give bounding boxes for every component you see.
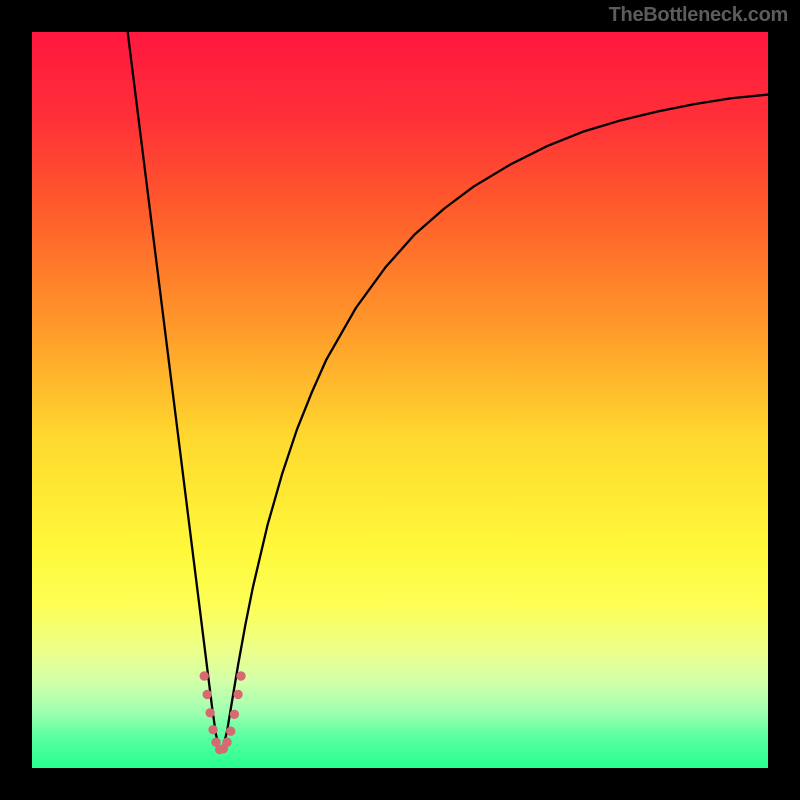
marker-dot [206, 709, 214, 717]
watermark-label: TheBottleneck.com [609, 4, 788, 27]
bottleneck-chart [32, 32, 768, 768]
chart-container: TheBottleneck.com [0, 0, 800, 800]
marker-dot [200, 672, 208, 680]
marker-dot [227, 727, 235, 735]
marker-dot [209, 726, 217, 734]
marker-dot [223, 738, 231, 746]
marker-dot [237, 672, 245, 680]
plot-area [32, 32, 768, 768]
marker-dot [230, 710, 238, 718]
marker-dot [203, 690, 211, 698]
marker-dot [234, 690, 242, 698]
